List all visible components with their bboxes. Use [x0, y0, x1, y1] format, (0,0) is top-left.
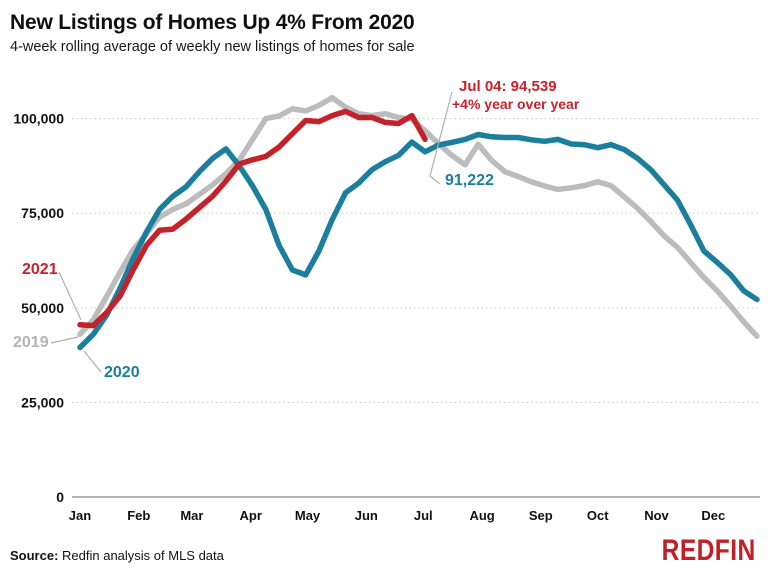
annotation-yoy: +4% year over year [452, 96, 580, 112]
leader-2019 [50, 336, 79, 344]
y-tick-label: 50,000 [21, 300, 64, 316]
annotation-2020-value: 91,222 [445, 172, 494, 189]
x-tick-label: Aug [469, 508, 494, 523]
y-tick-label: 100,000 [13, 111, 64, 127]
x-tick-label: Dec [701, 508, 725, 523]
x-tick-label: Mar [180, 508, 203, 523]
x-tick-label: Apr [240, 508, 262, 523]
x-tick-label: Jul [414, 508, 433, 523]
source-note: Source: Redfin analysis of MLS data [10, 548, 224, 563]
x-tick-label: May [295, 508, 321, 523]
x-tick-label: Jun [355, 508, 378, 523]
leader-lines [50, 91, 453, 373]
annotation-latest-value: Jul 04: 94,539 [459, 78, 557, 95]
source-text: Redfin analysis of MLS data [58, 548, 224, 563]
axis-labels: 0 25,000 50,000 75,000 100,000 Jan Feb Mar Apr Ma… [13, 111, 725, 523]
x-tick-label: Sep [529, 508, 553, 523]
series-label-2019: 2019 [13, 334, 49, 351]
x-tick-label: Nov [644, 508, 669, 523]
series-line-2020 [77, 131, 760, 351]
series-label-2020: 2020 [104, 364, 140, 381]
gridlines [72, 117, 760, 498]
series-line-2021 [77, 108, 428, 329]
leader-2020 [83, 350, 102, 373]
page-subtitle: 4-week rolling average of weekly new lis… [10, 39, 415, 55]
leader-jul04 [429, 91, 453, 185]
redfin-logo: REDFIN [661, 534, 756, 567]
y-tick-label: 25,000 [21, 394, 64, 410]
leader-2021 [58, 271, 82, 321]
x-tick-label: Jan [69, 508, 91, 523]
series-label-2021: 2021 [22, 261, 58, 278]
y-tick-label: 75,000 [21, 205, 64, 221]
x-tick-label: Feb [127, 508, 150, 523]
page-title: New Listings of Homes Up 4% From 2020 [10, 11, 415, 34]
series-lines [77, 95, 760, 351]
y-tick-label: 0 [56, 489, 64, 505]
x-tick-label: Oct [587, 508, 609, 523]
series-line-2019 [77, 95, 760, 339]
source-label: Source: [10, 548, 59, 563]
